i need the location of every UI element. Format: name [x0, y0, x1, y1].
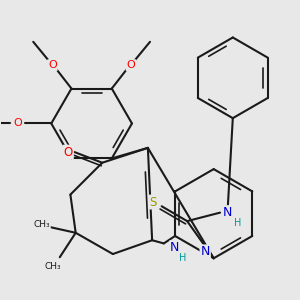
Text: O: O: [64, 146, 73, 159]
Text: N: N: [170, 241, 179, 254]
Text: O: O: [48, 60, 57, 70]
Text: H: H: [179, 253, 186, 263]
Text: S: S: [149, 196, 157, 208]
Text: O: O: [127, 60, 135, 70]
Text: CH₃: CH₃: [44, 262, 61, 271]
Text: CH₃: CH₃: [33, 220, 50, 229]
Text: N: N: [223, 206, 232, 219]
Text: H: H: [234, 218, 242, 228]
Text: O: O: [13, 118, 22, 128]
Text: N: N: [200, 245, 210, 258]
